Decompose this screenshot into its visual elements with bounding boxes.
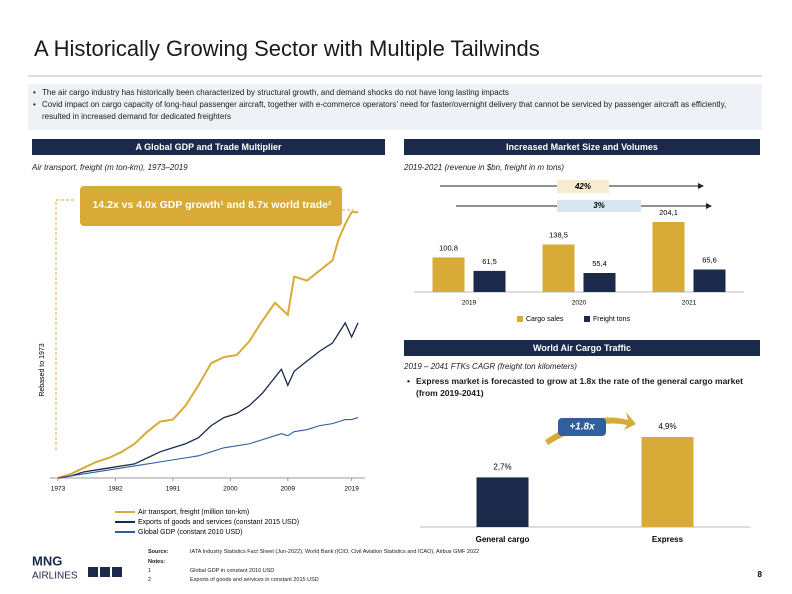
legend-label: Exports of goods and services (constant … bbox=[138, 519, 299, 526]
callout-text: 14.2x vs 4.0x GDP growth¹ and 8.7x world… bbox=[92, 199, 332, 211]
value-label: 204,1 bbox=[659, 208, 678, 217]
value-label: 100,8 bbox=[439, 243, 458, 252]
bullet-list: The air cargo industry has historically … bbox=[30, 87, 750, 123]
source-text: IATA Industry Statistics Fact Sheet (Jun… bbox=[190, 549, 480, 555]
x-tick-label: 2019 bbox=[344, 486, 359, 493]
y-axis-label: Rebased to 1973 bbox=[39, 343, 46, 396]
legend-label: Freight tons bbox=[593, 316, 630, 323]
source-label: Source: bbox=[148, 549, 169, 555]
x-tick-label: 2000 bbox=[223, 486, 238, 493]
growth-arrow bbox=[545, 412, 636, 445]
legend-swatch bbox=[517, 316, 523, 322]
value-label: 65,6 bbox=[702, 255, 717, 264]
x-tick-label: 2020 bbox=[572, 300, 587, 307]
page-number: 8 bbox=[758, 570, 763, 579]
arrow-head bbox=[706, 203, 712, 209]
series-line bbox=[57, 211, 358, 479]
bar bbox=[652, 222, 685, 292]
bar bbox=[432, 257, 465, 292]
growth-box bbox=[557, 180, 609, 193]
chart-note: Express market is forecasted to grow at … bbox=[404, 375, 766, 399]
x-tick-label: 1982 bbox=[108, 486, 123, 493]
section-header: A Global GDP and Trade Multiplier bbox=[32, 139, 385, 155]
notes-label: Notes: bbox=[148, 559, 166, 565]
bullet: The air cargo industry has historically … bbox=[30, 87, 750, 99]
callout-dash bbox=[55, 199, 76, 450]
note-text: Exports of goods and services in constan… bbox=[190, 577, 319, 583]
logo: MNG bbox=[32, 553, 62, 568]
bullet: Covid impact on cargo capacity of long-h… bbox=[30, 99, 750, 123]
note-text: Global GDP in constant 2010 USD bbox=[190, 568, 275, 574]
logo-mark bbox=[88, 567, 122, 577]
x-tick-label: 1973 bbox=[51, 486, 66, 493]
multiplier-label: +1.8x bbox=[569, 422, 595, 433]
value-label: 2,7% bbox=[493, 463, 511, 472]
chart-subtitle: 2019 – 2041 FTKs CAGR (freight ton kilom… bbox=[404, 362, 577, 371]
bar bbox=[693, 269, 726, 292]
note-number: 1 bbox=[148, 568, 152, 574]
bar bbox=[473, 270, 506, 292]
x-tick-label: 2019 bbox=[462, 300, 477, 307]
growth-label: 42% bbox=[574, 182, 591, 191]
value-label: 55,4 bbox=[592, 259, 607, 268]
legend-label: Cargo sales bbox=[526, 316, 564, 323]
x-tick-label: 2021 bbox=[682, 300, 697, 307]
x-tick-label: 2009 bbox=[281, 486, 296, 493]
chart-subtitle: Air transport, freight (m ton-km), 1973–… bbox=[32, 163, 188, 172]
x-tick-label: 1991 bbox=[166, 486, 181, 493]
multiplier-box bbox=[558, 418, 606, 436]
x-tick-label: General cargo bbox=[476, 535, 530, 544]
callout-box bbox=[80, 186, 342, 226]
legend-swatch bbox=[584, 316, 590, 322]
logo-sub: AIRLINES bbox=[32, 571, 78, 582]
bar bbox=[641, 437, 694, 527]
x-tick-label: Express bbox=[652, 535, 684, 544]
slide-title: A Historically Growing Sector with Multi… bbox=[34, 36, 540, 61]
value-label: 4,9% bbox=[658, 422, 676, 431]
value-label: 138,5 bbox=[549, 230, 568, 239]
series-line bbox=[57, 321, 359, 479]
growth-label: 3% bbox=[593, 201, 605, 210]
section-header: World Air Cargo Traffic bbox=[404, 340, 760, 356]
legend-label: Air transport, freight (million ton-km) bbox=[138, 509, 249, 516]
value-label: 61,5 bbox=[482, 257, 497, 266]
bar bbox=[583, 272, 616, 292]
series-line bbox=[57, 417, 359, 479]
bar bbox=[542, 244, 575, 292]
arrow-head bbox=[698, 183, 704, 189]
chart-subtitle: 2019-2021 (revenue in $bn, freight in m … bbox=[404, 163, 565, 172]
growth-box bbox=[557, 200, 641, 212]
bar bbox=[476, 477, 529, 527]
note-number: 2 bbox=[148, 577, 152, 583]
legend-label: Global GDP (constant 2010 USD) bbox=[138, 529, 243, 536]
section-header: Increased Market Size and Volumes bbox=[404, 139, 760, 155]
